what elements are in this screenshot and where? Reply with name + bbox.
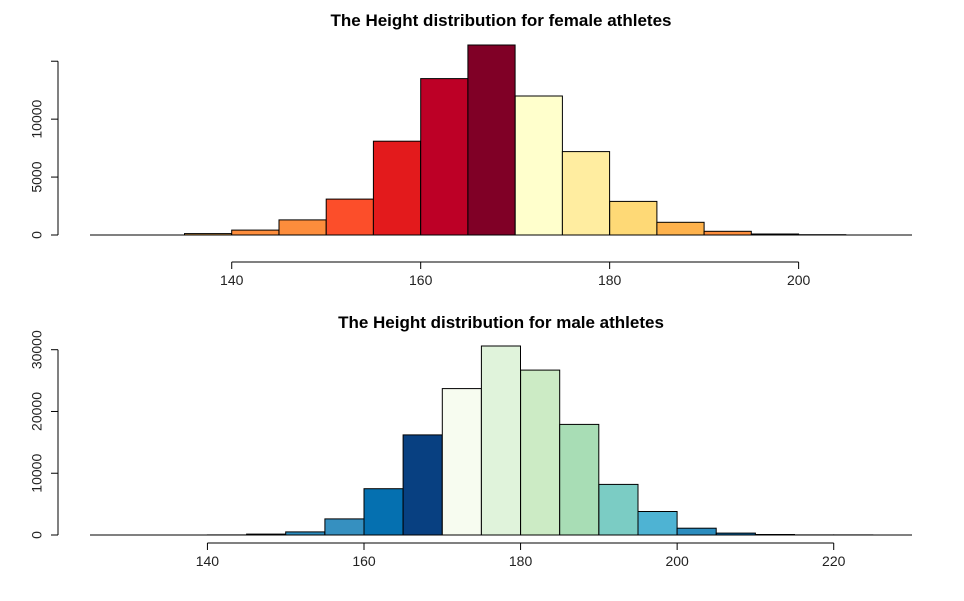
male-x-axis: 140 160 180 200 220 bbox=[196, 542, 846, 569]
male-bar-160-165 bbox=[363, 488, 404, 536]
female-bar-190-195 bbox=[703, 230, 752, 236]
male-x-tick-label: 220 bbox=[822, 553, 846, 569]
female-chart-title: The Height distribution for female athle… bbox=[331, 11, 672, 30]
male-y-tick-label: 30000 bbox=[29, 330, 45, 369]
male-bar-165-170 bbox=[402, 434, 443, 536]
female-bar-160-165 bbox=[420, 78, 469, 236]
male-x-tick-label: 200 bbox=[665, 553, 689, 569]
male-y-axis: 0 10000 20000 30000 bbox=[29, 330, 59, 539]
male-bar-185-190 bbox=[559, 423, 600, 536]
male-bar-170-175 bbox=[441, 388, 482, 536]
female-x-tick-label: 200 bbox=[787, 272, 811, 288]
female-height-histogram-panel: The Height distribution for female athle… bbox=[29, 11, 912, 288]
female-bar-185-190 bbox=[656, 221, 705, 236]
female-bar-145-150 bbox=[278, 219, 327, 236]
male-bar-155-160 bbox=[324, 518, 365, 536]
female-x-axis: 140 160 180 200 bbox=[220, 261, 811, 288]
female-y-tick-label: 10000 bbox=[29, 99, 45, 138]
female-y-tick-label: 5000 bbox=[29, 161, 45, 192]
male-x-tick-label: 160 bbox=[352, 553, 376, 569]
male-height-histogram-panel: The Height distribution for male athlete… bbox=[29, 313, 912, 569]
female-y-axis: 0 5000 10000 bbox=[29, 60, 59, 239]
male-x-tick-label: 140 bbox=[196, 553, 220, 569]
male-bar-200-205 bbox=[676, 527, 717, 536]
female-bar-140-145 bbox=[231, 229, 280, 236]
female-y-tick-label: 0 bbox=[29, 231, 45, 239]
female-x-tick-label: 160 bbox=[409, 272, 433, 288]
male-y-tick-label: 0 bbox=[29, 531, 45, 539]
female-bar-165-170 bbox=[467, 44, 516, 236]
female-bar-170-175 bbox=[514, 95, 563, 236]
female-bar-175-180 bbox=[561, 151, 611, 236]
male-bar-195-200 bbox=[637, 511, 678, 536]
male-bar-180-185 bbox=[520, 369, 561, 536]
male-bar-190-195 bbox=[598, 483, 639, 536]
male-chart-title: The Height distribution for male athlete… bbox=[338, 313, 664, 332]
female-x-tick-label: 180 bbox=[598, 272, 622, 288]
male-bars bbox=[206, 345, 874, 536]
male-bar-175-180 bbox=[480, 345, 521, 536]
male-x-tick-label: 180 bbox=[509, 553, 533, 569]
female-bar-155-160 bbox=[372, 140, 422, 236]
female-bar-150-155 bbox=[325, 198, 374, 236]
female-bar-180-185 bbox=[609, 200, 658, 236]
female-bars bbox=[184, 44, 847, 236]
female-x-tick-label: 140 bbox=[220, 272, 244, 288]
male-y-tick-label: 10000 bbox=[29, 454, 45, 493]
male-y-tick-label: 20000 bbox=[29, 392, 45, 431]
